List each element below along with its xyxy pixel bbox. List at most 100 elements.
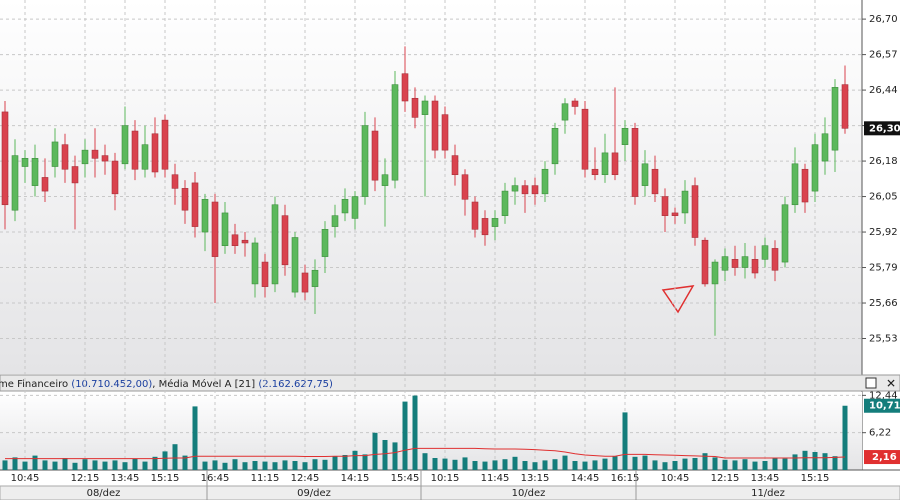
volume-bar bbox=[112, 460, 118, 470]
candle-body bbox=[481, 218, 489, 236]
volume-bar bbox=[672, 461, 678, 470]
last-price-label: 26,30 bbox=[869, 123, 900, 134]
x-tick-label: 10:45 bbox=[661, 473, 690, 484]
day-label: 08/dez bbox=[87, 488, 121, 499]
volume-bar bbox=[532, 462, 538, 470]
candle-body bbox=[331, 215, 339, 227]
x-tick-label: 15:15 bbox=[151, 473, 180, 484]
volume-bar bbox=[352, 450, 358, 470]
volume-bar bbox=[572, 461, 578, 470]
price-axis-area bbox=[862, 0, 900, 374]
candle-body bbox=[441, 114, 449, 151]
volume-bar bbox=[462, 457, 468, 470]
volume-bar bbox=[282, 460, 288, 470]
volume-bar bbox=[302, 462, 308, 470]
maximize-button[interactable] bbox=[865, 377, 877, 389]
y-tick-label: 26,57 bbox=[869, 50, 898, 61]
indicator-title: me Financeiro (10.710.452,00), Média Móv… bbox=[0, 378, 333, 390]
candle-body bbox=[391, 84, 399, 181]
x-tick-label: 15:15 bbox=[801, 473, 830, 484]
volume-bar bbox=[802, 450, 808, 470]
candle-body bbox=[661, 196, 669, 216]
candle-body bbox=[191, 182, 199, 227]
candle-body bbox=[701, 239, 709, 285]
ma-box bbox=[864, 450, 900, 465]
candle-body bbox=[221, 212, 229, 246]
candle-body bbox=[561, 103, 569, 121]
volume-bar bbox=[42, 460, 48, 470]
volume-bar bbox=[82, 459, 88, 470]
volume-bar bbox=[142, 461, 148, 470]
volume-bar bbox=[742, 459, 748, 470]
volume-bar bbox=[782, 458, 788, 470]
volume-bar bbox=[772, 458, 778, 470]
volume-bar bbox=[542, 460, 548, 470]
volume-bar bbox=[522, 461, 528, 470]
x-tick-label: 13:15 bbox=[521, 473, 550, 484]
volume-bar bbox=[442, 458, 448, 470]
x-tick-label: 14:45 bbox=[571, 473, 600, 484]
last-volume-label: 10,71 bbox=[869, 401, 900, 412]
last-price-box bbox=[864, 121, 900, 136]
candle-body bbox=[271, 204, 279, 285]
price-pane bbox=[0, 0, 862, 374]
candle-body bbox=[761, 245, 769, 260]
candle-body bbox=[131, 130, 139, 170]
volume-bar bbox=[272, 462, 278, 470]
candle-body bbox=[111, 160, 119, 195]
volume-bar bbox=[682, 458, 688, 470]
volume-bar bbox=[752, 461, 758, 470]
title-part: me Financeiro bbox=[0, 379, 71, 390]
volume-bar bbox=[132, 458, 138, 470]
candle-body bbox=[521, 185, 529, 195]
volume-bar bbox=[382, 440, 388, 470]
candle-body bbox=[421, 100, 429, 115]
moving-average bbox=[5, 447, 846, 460]
candle-body bbox=[511, 185, 519, 192]
volume-bar bbox=[482, 461, 488, 470]
candle-body bbox=[291, 237, 299, 293]
volume-bar bbox=[32, 455, 38, 470]
volume-bar bbox=[652, 460, 658, 470]
title-part: (2.162.627,75) bbox=[258, 379, 333, 390]
candle-body bbox=[211, 201, 219, 257]
volume-bar bbox=[152, 456, 158, 470]
volume-bar bbox=[822, 453, 828, 470]
candle-body bbox=[471, 201, 479, 230]
candle-body bbox=[231, 234, 239, 246]
volume-bar bbox=[692, 458, 698, 470]
annotation-triangle bbox=[661, 285, 695, 314]
volume-bar bbox=[662, 462, 668, 470]
candle-body bbox=[811, 144, 819, 192]
candle-body bbox=[571, 100, 579, 107]
candle-body bbox=[1, 111, 9, 206]
volume-bar bbox=[342, 455, 348, 470]
y-tick-label: 25,53 bbox=[869, 334, 898, 345]
volume-bar bbox=[842, 405, 848, 470]
volume-bar bbox=[622, 412, 628, 470]
candle-body bbox=[651, 168, 659, 195]
candle-body bbox=[431, 100, 439, 151]
volume-bar bbox=[72, 462, 78, 470]
candle-body bbox=[311, 269, 319, 287]
volume-bar bbox=[62, 458, 68, 470]
volume-bar bbox=[422, 453, 428, 470]
volume-bar bbox=[712, 457, 718, 470]
volume-bar bbox=[262, 461, 268, 470]
close-button[interactable]: ✕ bbox=[886, 377, 896, 391]
volume-bar bbox=[292, 461, 298, 470]
volume-bar bbox=[642, 455, 648, 470]
candle-body bbox=[491, 218, 499, 227]
candle-body bbox=[371, 130, 379, 181]
candle-body bbox=[681, 190, 689, 214]
volume-bar bbox=[362, 454, 368, 470]
candle-body bbox=[691, 185, 699, 238]
x-tick-label: 10:45 bbox=[11, 473, 40, 484]
candle-body bbox=[181, 188, 189, 211]
candle-body bbox=[751, 259, 759, 274]
candle-body bbox=[451, 155, 459, 176]
candle-body bbox=[51, 141, 59, 167]
candle-body bbox=[61, 144, 69, 170]
volume-bar bbox=[12, 457, 18, 470]
